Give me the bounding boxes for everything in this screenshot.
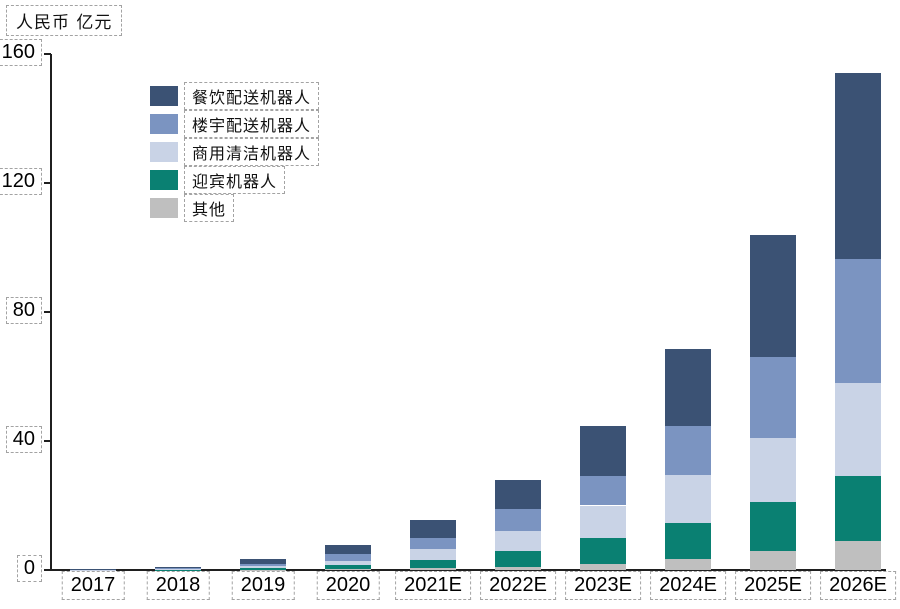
y-axis-line [50,54,52,571]
y-tick-label: 120 [0,168,42,195]
legend-item: 迎宾机器人 [150,166,319,194]
legend-label: 楼宇配送机器人 [184,110,320,138]
y-tick-label: 40 [5,426,42,453]
bar-segment-2018-餐饮配送机器人 [155,566,201,569]
bar-segment-2026E-迎宾机器人 [835,476,881,541]
bar-segment-2025E-迎宾机器人 [750,502,796,551]
bar-segment-2023E-迎宾机器人 [580,537,626,564]
bar-segment-2021E-餐饮配送机器人 [410,520,456,538]
bar-segment-2019-楼宇配送机器人 [240,563,286,567]
bar-segment-2020-其他 [325,569,371,570]
y-tick-label: 0 [16,555,42,582]
bar-segment-2020-商用清洁机器人 [325,560,371,566]
bar-segment-2023E-商用清洁机器人 [580,505,626,538]
bar-segment-2022E-商用清洁机器人 [495,531,541,551]
bar-segment-2022E-其他 [495,566,541,570]
bar-segment-2022E-迎宾机器人 [495,550,541,567]
bar-segment-2026E-商用清洁机器人 [835,382,881,477]
y-tick-label: 80 [5,297,42,324]
bar-segment-2025E-餐饮配送机器人 [750,234,796,358]
legend-item: 其他 [150,194,319,222]
bar-segment-2020-楼宇配送机器人 [325,553,371,561]
bar-segment-2026E-楼宇配送机器人 [835,258,881,383]
bar-segment-2022E-楼宇配送机器人 [495,508,541,532]
legend-swatch-icon [150,86,178,106]
x-axis-label-2018: 2018 [146,571,210,600]
bar-segment-2019-餐饮配送机器人 [240,559,286,564]
bar-segment-2019-迎宾机器人 [240,568,286,570]
x-axis-label-2022E: 2022E [480,571,556,600]
bar-segment-2025E-楼宇配送机器人 [750,357,796,438]
x-axis-label-2020: 2020 [316,571,380,600]
y-tick-mark [44,569,51,571]
y-tick-mark [44,440,51,442]
bar-segment-2018-楼宇配送机器人 [155,568,201,570]
x-axis-label-2026E: 2026E [820,571,896,600]
y-axis-unit-label: 人民币 亿元 [6,5,123,36]
legend-item: 商用清洁机器人 [150,138,320,166]
y-tick-mark [44,311,51,313]
legend-label: 商用清洁机器人 [184,138,320,166]
legend: 餐饮配送机器人 楼宇配送机器人 商用清洁机器人 迎宾机器人 其他 [150,82,320,226]
bar-segment-2024E-餐饮配送机器人 [665,349,711,427]
bar-segment-2021E-其他 [410,568,456,570]
bar-segment-2023E-楼宇配送机器人 [580,476,626,506]
y-tick-mark [44,182,51,184]
bar-segment-2023E-餐饮配送机器人 [580,426,626,477]
bar-segment-2021E-商用清洁机器人 [410,549,456,560]
x-axis-label-2025E: 2025E [735,571,811,600]
y-tick-mark [44,53,51,55]
bar-segment-2023E-其他 [580,563,626,570]
bar-segment-2021E-楼宇配送机器人 [410,537,456,550]
bar-segment-2026E-其他 [835,540,881,570]
y-tick-label: 160 [0,39,42,66]
bar-segment-2024E-其他 [665,558,711,570]
legend-swatch-icon [150,114,178,134]
bar-segment-2020-餐饮配送机器人 [325,544,371,554]
bar-segment-2022E-餐饮配送机器人 [495,479,541,509]
legend-label: 其他 [184,194,235,222]
legend-swatch-icon [150,198,178,218]
x-axis-line [50,569,886,571]
legend-label: 迎宾机器人 [184,166,286,194]
legend-swatch-icon [150,170,178,190]
bar-segment-2020-迎宾机器人 [325,565,371,570]
x-axis-label-2017: 2017 [61,571,125,600]
legend-item: 餐饮配送机器人 [150,82,320,110]
bar-segment-2024E-商用清洁机器人 [665,474,711,524]
x-axis-label-2021E: 2021E [395,571,471,600]
legend-swatch-icon [150,142,178,162]
legend-label: 餐饮配送机器人 [184,82,320,110]
bar-segment-2024E-楼宇配送机器人 [665,426,711,475]
bar-segment-2021E-迎宾机器人 [410,560,456,569]
x-axis-label-2019: 2019 [231,571,295,600]
bar-segment-2024E-迎宾机器人 [665,523,711,559]
bar-segment-2025E-其他 [750,550,796,570]
x-axis-label-2023E: 2023E [565,571,641,600]
bar-segment-2026E-餐饮配送机器人 [835,73,881,259]
bar-segment-2025E-商用清洁机器人 [750,437,796,503]
legend-item: 楼宇配送机器人 [150,110,320,138]
bar-segment-2019-商用清洁机器人 [240,566,286,569]
x-axis-label-2024E: 2024E [650,571,726,600]
